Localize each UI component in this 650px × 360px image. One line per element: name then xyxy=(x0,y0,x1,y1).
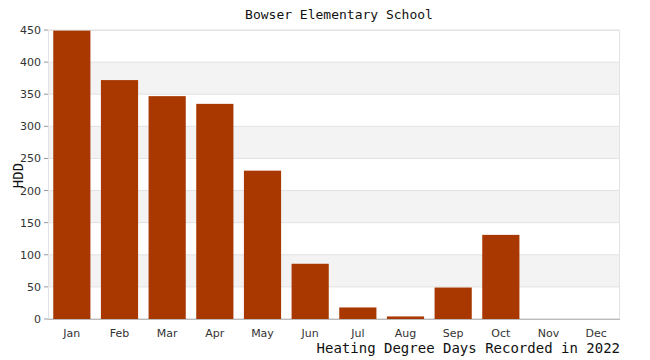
y-tick xyxy=(44,319,48,320)
x-tick-label: Jul xyxy=(350,327,364,340)
bar xyxy=(196,104,233,319)
bar xyxy=(339,307,376,319)
bar xyxy=(530,319,567,320)
y-tick-label: 0 xyxy=(34,313,41,326)
x-tick-label: Apr xyxy=(205,327,225,340)
plot-frame xyxy=(49,31,620,319)
y-tick xyxy=(44,94,48,95)
x-tick-label: Mar xyxy=(157,327,178,340)
y-tick-label: 100 xyxy=(20,249,41,262)
x-tick-label: Jun xyxy=(301,327,319,340)
x-tick-label: Feb xyxy=(110,327,129,340)
chart-container: 050100150200250300350400450JanFebMarAprM… xyxy=(0,0,650,360)
bar xyxy=(101,80,138,319)
y-tick xyxy=(44,30,48,31)
bar xyxy=(244,171,281,319)
y-tick xyxy=(44,158,48,159)
y-tick xyxy=(44,286,48,287)
x-tick-label: Dec xyxy=(586,327,607,340)
chart-title: Bowser Elementary School xyxy=(245,7,433,22)
x-tick-label: Nov xyxy=(538,327,560,340)
y-tick-label: 350 xyxy=(20,88,41,101)
y-tick-label: 50 xyxy=(27,281,41,294)
bar xyxy=(292,264,329,319)
x-tick-label: Sep xyxy=(443,327,464,340)
y-tick-label: 150 xyxy=(20,217,41,230)
y-tick xyxy=(44,126,48,127)
x-tick-label: Oct xyxy=(491,327,511,340)
x-tick-label: Jan xyxy=(62,327,80,340)
bars xyxy=(53,31,519,319)
bar xyxy=(387,316,424,319)
y-tick xyxy=(44,190,48,191)
bar xyxy=(53,31,90,319)
bar xyxy=(149,96,186,319)
x-tick-label: May xyxy=(251,327,274,340)
x-axis-label: Heating Degree Days Recorded in 2022 xyxy=(317,340,620,356)
y-tick xyxy=(44,62,48,63)
x-axis-line xyxy=(48,319,620,320)
chart-svg: 050100150200250300350400450JanFebMarAprM… xyxy=(0,0,650,360)
y-tick-label: 400 xyxy=(20,56,41,69)
y-tick-label: 450 xyxy=(20,24,41,37)
grid-line xyxy=(48,62,620,63)
bar xyxy=(482,235,519,319)
x-tick-label: Aug xyxy=(395,327,416,340)
y-tick xyxy=(44,254,48,255)
bar xyxy=(435,288,472,319)
y-axis-label: HDD xyxy=(10,163,26,188)
plot-background xyxy=(48,30,620,319)
bar xyxy=(578,319,615,320)
y-tick xyxy=(44,222,48,223)
y-tick-label: 300 xyxy=(20,120,41,133)
